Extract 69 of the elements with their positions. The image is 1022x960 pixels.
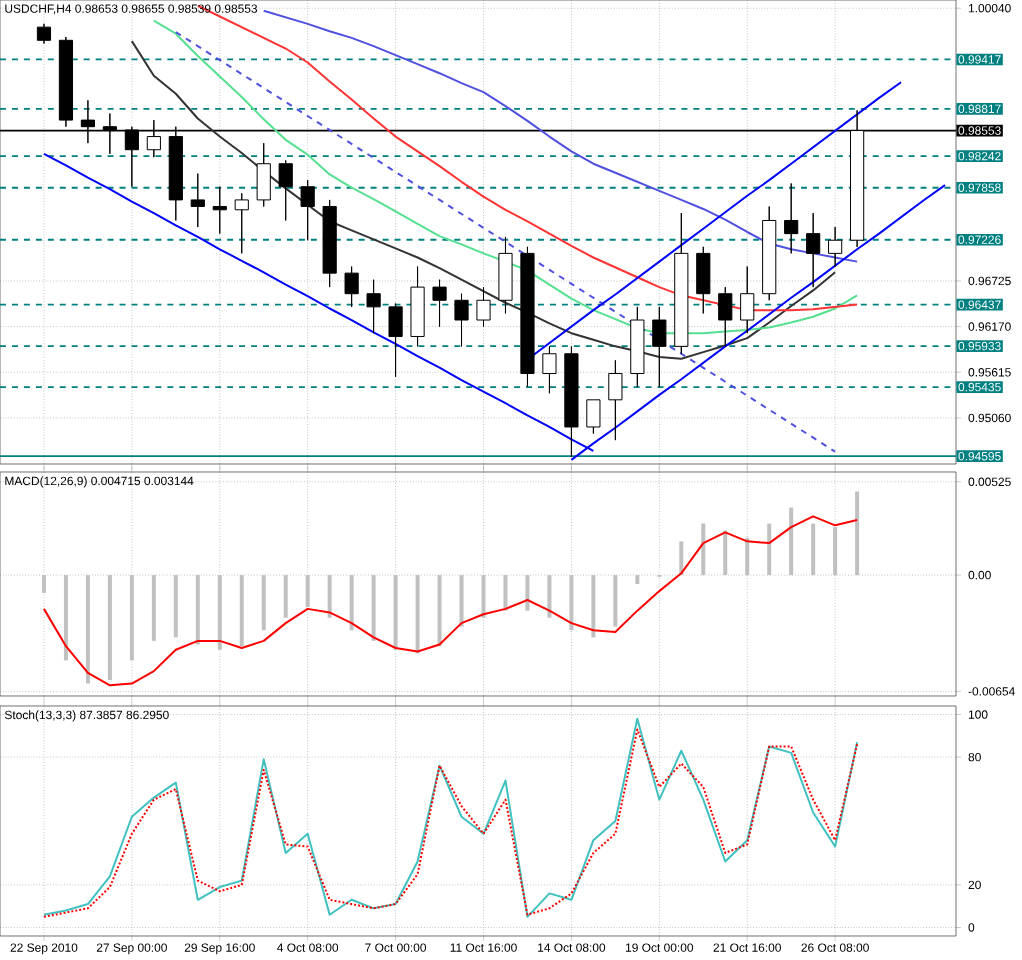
bar [217,575,222,650]
bar [195,575,200,645]
candlestick [36,23,52,45]
bar [327,575,332,618]
candlestick [630,306,645,388]
candlestick [454,293,469,347]
bar [723,530,728,576]
line-series [42,515,859,687]
bar [129,575,134,661]
candlestick [388,303,403,378]
bar [547,575,552,618]
candlestick [608,359,623,441]
bar [283,575,288,618]
candlestick [300,179,315,241]
bar [701,523,706,576]
candlestick [476,286,491,328]
candlestick [586,399,601,435]
bar [415,575,420,654]
candlestick [498,236,513,314]
bar [613,575,618,627]
bar [459,575,464,627]
bar [393,575,398,650]
candlestick [190,173,205,228]
bar [437,575,442,647]
candlestick [784,182,799,254]
candlestick [652,306,667,388]
bar [767,523,772,576]
candlestick [828,226,843,268]
bar [679,541,684,576]
candlestick [806,212,821,288]
candlestick [740,266,755,334]
candlestick [696,246,711,314]
candlestick [410,266,425,347]
bar [855,491,860,576]
bar [305,575,310,608]
bar [635,575,640,584]
candlestick [322,199,337,288]
candlestick [542,345,557,394]
candlestick [366,279,381,334]
candlestick [520,246,535,388]
candlestick [564,345,579,458]
bar [107,575,112,680]
candlestick [674,212,689,355]
bar [789,507,794,576]
bar [481,575,486,618]
bar [63,575,68,661]
bar [591,575,596,638]
bar [349,575,354,631]
candlestick [344,266,359,308]
bar [503,575,508,611]
bar [371,575,376,641]
bar [239,575,244,647]
bar [745,537,750,576]
bar [833,527,838,576]
bar [151,575,156,641]
bar [41,575,46,593]
bar [569,575,574,631]
bar [85,575,90,684]
candlestick [256,142,271,207]
bar [525,575,530,611]
candlestick [718,286,733,347]
bar [811,523,816,576]
candlestick [432,279,447,328]
candlestick [278,159,293,221]
bar [173,575,178,638]
candlestick [212,186,227,235]
bar [261,575,266,631]
candlestick [762,205,777,301]
candlestick [234,192,249,254]
